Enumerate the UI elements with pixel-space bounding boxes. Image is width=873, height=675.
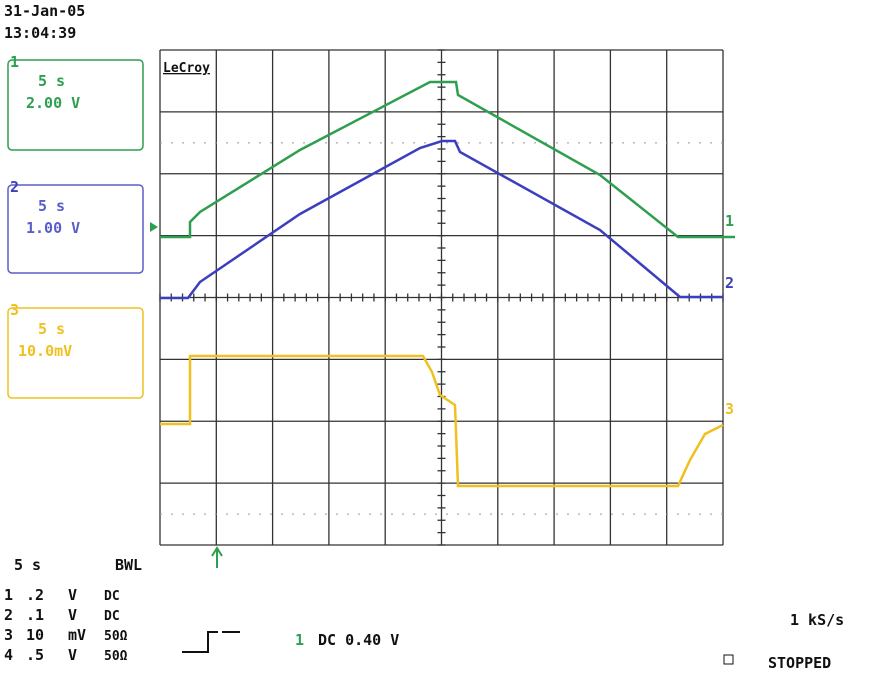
row-channel: 3 — [4, 626, 13, 644]
time: 13:04:39 — [4, 24, 76, 42]
trigger-icon — [182, 631, 240, 653]
row-unit: V — [68, 606, 77, 624]
trace-label: 1 — [725, 212, 734, 230]
channel-settings: 1 .2 V DC 2 .1 V DC 3 10 mV 50Ω 4 .5 V 50Ω — [4, 586, 128, 664]
row-coupling: 50Ω — [104, 629, 128, 644]
row-channel: 1 — [4, 586, 13, 604]
row-channel: 4 — [4, 646, 13, 664]
channel-number: 1 — [10, 53, 19, 71]
graticule — [159, 49, 724, 546]
channel-timebase: 5 s — [38, 197, 65, 215]
status-icon — [723, 654, 734, 665]
date: 31-Jan-05 — [4, 2, 85, 20]
trace-2 — [160, 139, 723, 300]
trigger-marker — [211, 546, 223, 568]
row-scale: .1 — [26, 606, 44, 624]
status: STOPPED — [768, 654, 831, 672]
channel-box — [7, 184, 144, 274]
row-scale: .2 — [26, 586, 44, 604]
trace-label: 2 — [725, 274, 734, 292]
row-coupling: 50Ω — [104, 649, 128, 664]
channel-box — [7, 307, 144, 399]
channel-number: 3 — [10, 301, 19, 319]
row-unit: V — [68, 586, 77, 604]
channel-scale: 2.00 V — [26, 94, 80, 112]
row-channel: 2 — [4, 606, 13, 624]
row-coupling: DC — [104, 609, 120, 624]
channel-timebase: 5 s — [38, 72, 65, 90]
footer-timebase: 5 s — [14, 556, 41, 574]
row-coupling: DC — [104, 589, 120, 604]
channel-scale: 10.0mV — [18, 342, 72, 360]
channel-box — [7, 59, 144, 151]
trigger-setting: DC 0.40 V — [318, 631, 399, 649]
row-scale: .5 — [26, 646, 44, 664]
channel-scale: 1.00 V — [26, 219, 80, 237]
row-unit: mV — [68, 626, 86, 644]
trace-label: 3 — [725, 400, 734, 418]
brand: LeCroy — [163, 61, 210, 76]
trigger-channel: 1 — [295, 631, 304, 649]
footer-bandwidth: BWL — [115, 556, 142, 574]
trace-3 — [160, 354, 724, 488]
trace-1 — [160, 80, 735, 239]
channel-number: 2 — [10, 178, 19, 196]
channel-timebase: 5 s — [38, 320, 65, 338]
sample-rate: 1 kS/s — [790, 611, 844, 629]
row-unit: V — [68, 646, 77, 664]
row-scale: 10 — [26, 626, 44, 644]
ground-marker — [150, 222, 158, 232]
